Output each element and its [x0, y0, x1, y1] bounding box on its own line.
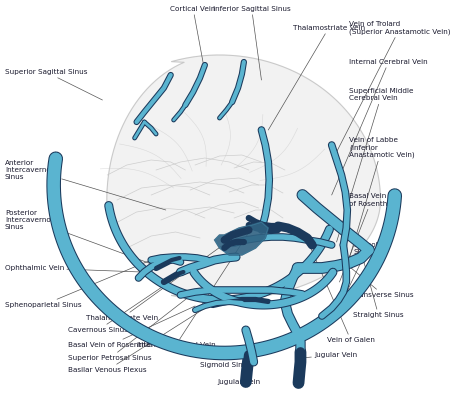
- Text: Cortical Vein: Cortical Vein: [171, 6, 216, 72]
- Text: Internal Cerebral Vein: Internal Cerebral Vein: [137, 228, 252, 348]
- Text: Jugular Vein: Jugular Vein: [218, 370, 261, 385]
- Text: Vein of Trolard
(Superior Anastamotic Vein): Vein of Trolard (Superior Anastamotic Ve…: [337, 21, 451, 152]
- Text: Basal Vein
of Rosenthal: Basal Vein of Rosenthal: [339, 193, 394, 282]
- Text: Vein of Labbe
(Inferior
Anastamotic Vein): Vein of Labbe (Inferior Anastamotic Vein…: [345, 137, 415, 275]
- Text: Ophthalmic Vein: Ophthalmic Vein: [5, 265, 141, 272]
- Text: Sigmoid
Sinus: Sigmoid Sinus: [346, 241, 383, 295]
- Text: Thalamostriate Vein: Thalamostriate Vein: [86, 244, 224, 321]
- Polygon shape: [215, 222, 268, 255]
- Text: Superficial Middle
Cerebral Vein: Superficial Middle Cerebral Vein: [337, 89, 414, 242]
- Polygon shape: [107, 55, 381, 300]
- Text: Vein of Galen: Vein of Galen: [307, 240, 374, 343]
- Text: Inferior Sagittal Sinus: Inferior Sagittal Sinus: [213, 6, 291, 80]
- Text: Posterior
Intercavernous
Sinus: Posterior Intercavernous Sinus: [5, 210, 154, 265]
- Text: Internal Cerebral Vein: Internal Cerebral Vein: [332, 59, 428, 195]
- Text: Sigmoid Sinus: Sigmoid Sinus: [200, 350, 251, 368]
- Text: Superior Petrosal Sinus: Superior Petrosal Sinus: [68, 292, 195, 361]
- Text: Cavernous Sinus: Cavernous Sinus: [68, 268, 190, 333]
- Text: Superior Sagittal Sinus: Superior Sagittal Sinus: [5, 69, 102, 100]
- Text: Jugular Vein: Jugular Vein: [301, 352, 357, 358]
- Text: Basilar Venous Plexus: Basilar Venous Plexus: [68, 302, 215, 373]
- Text: Straight Sinus: Straight Sinus: [353, 244, 404, 318]
- Text: Sphenoparietal Sinus: Sphenoparietal Sinus: [5, 260, 151, 308]
- Polygon shape: [215, 222, 268, 255]
- Text: Basal Vein of Rosenthal: Basal Vein of Rosenthal: [68, 306, 195, 348]
- Text: Transverse Sinus: Transverse Sinus: [346, 264, 414, 298]
- Text: Anterior
Intercavernous
Sinus: Anterior Intercavernous Sinus: [5, 160, 166, 210]
- Text: Thalamostriate Vein: Thalamostriate Vein: [268, 25, 365, 130]
